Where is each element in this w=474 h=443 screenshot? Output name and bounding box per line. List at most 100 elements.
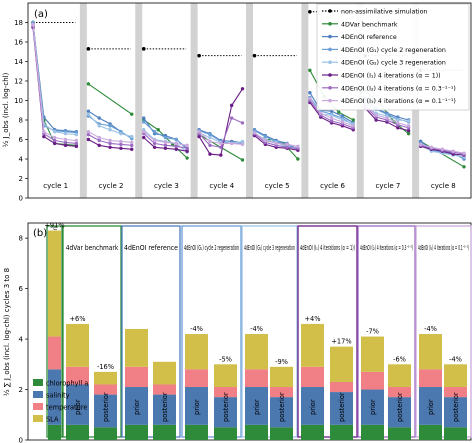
legend-label: 4DEnOI (I₃) 4 iterations (α = 0.1⁻¹⁻¹): [341, 98, 456, 105]
series-marker-var: [86, 82, 91, 86]
bar-segment: [419, 424, 442, 440]
group-title: 4dEnOI (G₂) cycle 3 regeneration: [244, 244, 295, 252]
bar-change-label: -9%: [275, 358, 288, 366]
bar-segment: [330, 392, 353, 425]
bar-label: posterior: [222, 392, 230, 422]
bar-label: prior: [133, 399, 141, 415]
series-marker-ref: [329, 109, 334, 113]
series-marker-g2: [63, 131, 68, 136]
series-marker-i2: [97, 138, 101, 143]
legend-label: 4DEnOI (G₁) cycle 2 regeneration: [341, 47, 446, 54]
series-marker-var: [462, 165, 466, 169]
legend-marker: [328, 73, 332, 77]
group-frame: [62, 225, 122, 438]
group-title: 4dEnOI (I₂) 4 iterations (α = 0.3⁻¹⁻¹): [360, 244, 413, 252]
bar-label: posterior: [278, 392, 286, 422]
bar-change-label: -16%: [97, 363, 114, 371]
series-marker-var: [156, 128, 160, 132]
series-marker-i3: [219, 141, 223, 146]
panel-a-y-axis: 0 2 4 6 8 10 12 14 16 18: [14, 19, 28, 203]
series-marker-g1: [163, 135, 168, 140]
series-marker-i1: [97, 143, 101, 148]
cycle-label: cycle 6: [320, 182, 345, 190]
panel-a-y-label: ½ J_obs (incl. log-chl): [2, 72, 10, 147]
bar-segment: [94, 427, 117, 440]
series-marker-i2: [163, 143, 168, 148]
bar-segment: [48, 369, 61, 425]
bar-label: prior: [309, 399, 317, 415]
bar-segment: [330, 424, 353, 440]
bar-label: posterior: [452, 392, 460, 422]
series-marker-i1: [119, 146, 123, 150]
series-marker-i3: [340, 120, 345, 124]
series-marker-i2: [63, 140, 68, 145]
series-marker-i3: [152, 138, 157, 143]
bar-segment: [214, 427, 237, 440]
bar-segment: [361, 424, 384, 440]
group-title: 4dEnOI reference: [124, 244, 178, 252]
bar-segment: [66, 424, 89, 440]
y-tick-label: 4: [19, 156, 24, 164]
series-marker-g2: [119, 131, 123, 136]
series-marker-i2: [108, 141, 112, 146]
group-frame: [415, 225, 472, 438]
series-marker-i1: [197, 134, 201, 139]
series-marker-i2: [219, 145, 223, 149]
y-tick-label: 12: [14, 78, 23, 86]
panel-b-y-label: ½ ∑ J_obs (incl. log-chl) cycles 3 to 8: [3, 268, 11, 396]
series-marker-i3: [174, 141, 178, 146]
series-marker-i3: [429, 145, 434, 149]
bar-change-label: -5%: [219, 355, 232, 363]
series-marker-i1: [208, 152, 212, 156]
bar-segment: [214, 364, 237, 388]
series-marker-i3: [351, 124, 355, 128]
bar-label: prior: [427, 399, 435, 415]
series-marker-i3: [418, 142, 423, 147]
series-marker-i1: [52, 141, 57, 146]
series-marker-i2: [329, 119, 334, 123]
bar-segment: [270, 427, 293, 440]
nonassim-marker: [308, 9, 312, 14]
bar-segment: [153, 384, 176, 395]
series-marker-i3: [142, 130, 146, 134]
legend-box: [316, 3, 470, 111]
series-marker-i3: [451, 149, 455, 153]
series-marker-i3: [185, 143, 189, 148]
y-tick-label: 0: [19, 195, 23, 203]
series-marker-g2: [97, 124, 101, 128]
y-tick-label: 10: [14, 97, 23, 105]
series-marker-i3: [308, 96, 312, 101]
bar-segment: [419, 387, 442, 425]
series-marker-i2: [130, 143, 134, 148]
legend-label: SLA: [46, 416, 59, 424]
series-marker-i3: [296, 144, 300, 149]
series-marker-var: [308, 68, 312, 72]
bar-change-label: +6%: [70, 315, 86, 323]
series-marker-i3: [274, 141, 278, 146]
cycle-label: cycle 8: [431, 182, 456, 190]
bar-segment: [270, 397, 293, 428]
series-marker-i2: [119, 142, 123, 147]
bar-segment: [66, 366, 89, 385]
bar-segment: [153, 361, 176, 385]
legend-marker: [328, 22, 332, 26]
bar-segment: [419, 334, 442, 370]
bar-segment: [301, 424, 324, 440]
cycle-label: cycle 7: [376, 182, 401, 190]
bar-segment: [185, 369, 208, 388]
bar-segment: [361, 336, 384, 372]
series-marker-i2: [86, 132, 91, 137]
bar-segment: [270, 366, 293, 388]
bar-segment: [301, 387, 324, 425]
series-marker-i1: [63, 143, 68, 148]
bar-segment: [125, 424, 148, 440]
panel-b-y-axis: 0 2 4 6 8: [19, 235, 28, 443]
series-marker-i3: [63, 137, 68, 142]
group-frame: [241, 225, 298, 438]
bar-segment: [444, 387, 467, 398]
series-marker-g2: [208, 135, 212, 140]
series-marker-i1: [374, 118, 378, 122]
panel-a-legend: non-assimilative simulation 4DVar benchma…: [316, 3, 470, 111]
panel-b-legend: chlorophyll a salinity temperature SLA: [33, 379, 88, 424]
bar-change-label: -4%: [449, 355, 462, 363]
